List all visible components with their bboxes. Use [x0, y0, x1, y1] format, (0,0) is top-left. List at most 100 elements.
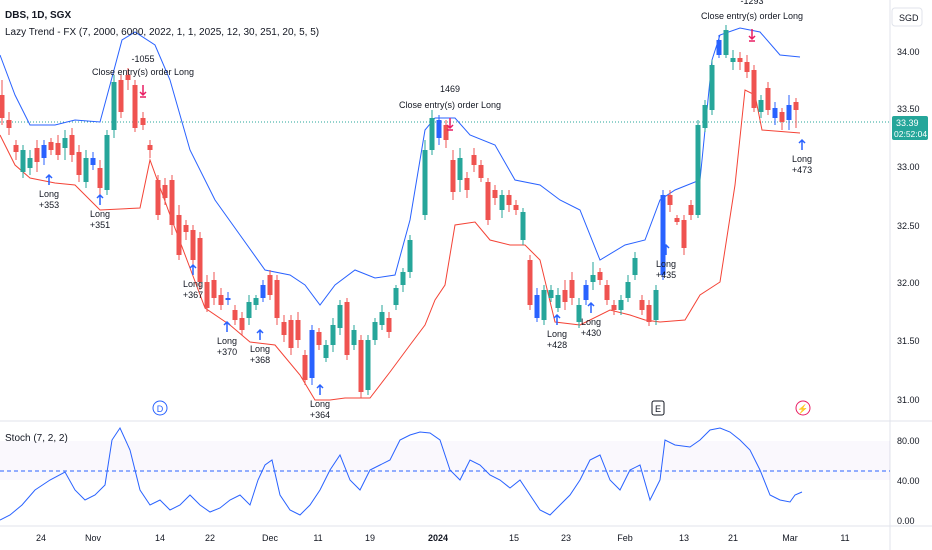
close-label: Close entry(s) order Long	[92, 67, 194, 77]
candle-body	[253, 298, 259, 305]
long-arrow-icon	[223, 320, 231, 332]
time-tick: 13	[679, 533, 689, 543]
price-tick: 31.00	[897, 395, 920, 405]
candle-body	[737, 58, 743, 62]
long-arrow-icon	[45, 173, 53, 185]
price-tick: 33.00	[897, 162, 920, 172]
candle-body	[513, 205, 519, 210]
candle-body	[548, 290, 554, 298]
candle-body	[443, 125, 449, 140]
candle-body	[506, 195, 512, 205]
close-arrow-icon	[139, 85, 147, 98]
candle-body	[140, 118, 146, 125]
dividend-event-icon[interactable]	[152, 400, 168, 416]
close-label: Close entry(s) order Long	[399, 100, 501, 110]
candle-body	[436, 120, 442, 138]
long-label: Long	[250, 344, 270, 354]
long-label: Long	[90, 209, 110, 219]
close-arrow-icon	[748, 29, 756, 42]
long-value: +367	[183, 290, 203, 300]
candle-body	[330, 325, 336, 345]
candle-body	[125, 75, 131, 80]
candle-body	[779, 112, 785, 122]
long-arrow-icon	[189, 263, 197, 275]
candle-body	[69, 135, 75, 155]
long-label: Long	[656, 259, 676, 269]
candle-body	[281, 322, 287, 335]
candle-body	[358, 340, 364, 392]
candle-body	[576, 305, 582, 322]
time-tick: 19	[365, 533, 375, 543]
time-tick: 15	[509, 533, 519, 543]
candle-body	[520, 212, 526, 240]
candle-body	[246, 302, 252, 318]
price-tick: 33.50	[897, 104, 920, 114]
candle-body	[83, 158, 89, 182]
candle-body	[267, 275, 273, 295]
candle-body	[618, 300, 624, 310]
candle-body	[118, 80, 124, 112]
split-event-icon[interactable]	[795, 400, 811, 416]
candle-body	[0, 95, 5, 118]
long-value: +353	[39, 200, 59, 210]
candle-body	[169, 180, 175, 225]
candle-body	[422, 150, 428, 215]
long-value: +473	[792, 165, 812, 175]
long-label: Long	[183, 279, 203, 289]
long-value: +351	[90, 220, 110, 230]
candle-body	[6, 120, 12, 128]
stoch-pane[interactable]	[0, 422, 890, 525]
candle-body	[211, 280, 217, 298]
event-letter: E	[655, 404, 661, 414]
time-tick: 14	[155, 533, 165, 543]
candle-body	[316, 332, 322, 345]
time-tick: 22	[205, 533, 215, 543]
candle-body	[365, 340, 371, 390]
candle-body	[379, 312, 385, 325]
candle-body	[702, 105, 708, 128]
candle-body	[667, 195, 673, 205]
candle-body	[758, 100, 764, 112]
candle-body	[681, 220, 687, 248]
time-tick: Mar	[782, 533, 798, 543]
time-tick: 2024	[428, 533, 448, 543]
price-tick: 32.00	[897, 278, 920, 288]
candle-body	[27, 158, 33, 168]
candle-body	[786, 105, 792, 120]
candle-body	[90, 158, 96, 165]
long-label: Long	[792, 154, 812, 164]
long-label: Long	[217, 336, 237, 346]
candle-body	[555, 295, 561, 308]
currency-button[interactable]	[891, 7, 923, 27]
candle-body	[478, 165, 484, 178]
candle-body	[604, 285, 610, 300]
candle-body	[407, 240, 413, 272]
candle-body	[344, 302, 350, 355]
candle-body	[646, 305, 652, 322]
candle-body	[302, 355, 308, 380]
candle-body	[62, 138, 68, 148]
candle-body	[372, 322, 378, 340]
time-tick: Feb	[617, 533, 633, 543]
time-tick: 23	[561, 533, 571, 543]
candle-body	[625, 282, 631, 298]
candle-body	[13, 145, 19, 152]
earnings-event-icon[interactable]	[651, 400, 665, 416]
time-tick: 21	[728, 533, 738, 543]
stoch-line	[0, 426, 803, 521]
time-tick: 11	[313, 533, 322, 543]
candle-body	[239, 318, 245, 330]
stoch-tick: 0.00	[897, 516, 915, 526]
candle-body	[611, 305, 617, 310]
indicator-legend[interactable]: Lazy Trend - FX (7, 2000, 6000, 2022, 1,…	[5, 27, 320, 38]
candle-body	[485, 182, 491, 220]
candle-body	[597, 272, 603, 280]
symbol-title[interactable]: DBS, 1D, SGX	[5, 10, 72, 21]
price-pane[interactable]	[0, 0, 890, 420]
long-arrow-icon	[662, 243, 670, 255]
close-arrow-icon	[446, 118, 454, 131]
candle-body	[183, 225, 189, 232]
stoch-legend[interactable]: Stoch (7, 2, 2)	[5, 433, 68, 444]
time-tick: Nov	[85, 533, 102, 543]
